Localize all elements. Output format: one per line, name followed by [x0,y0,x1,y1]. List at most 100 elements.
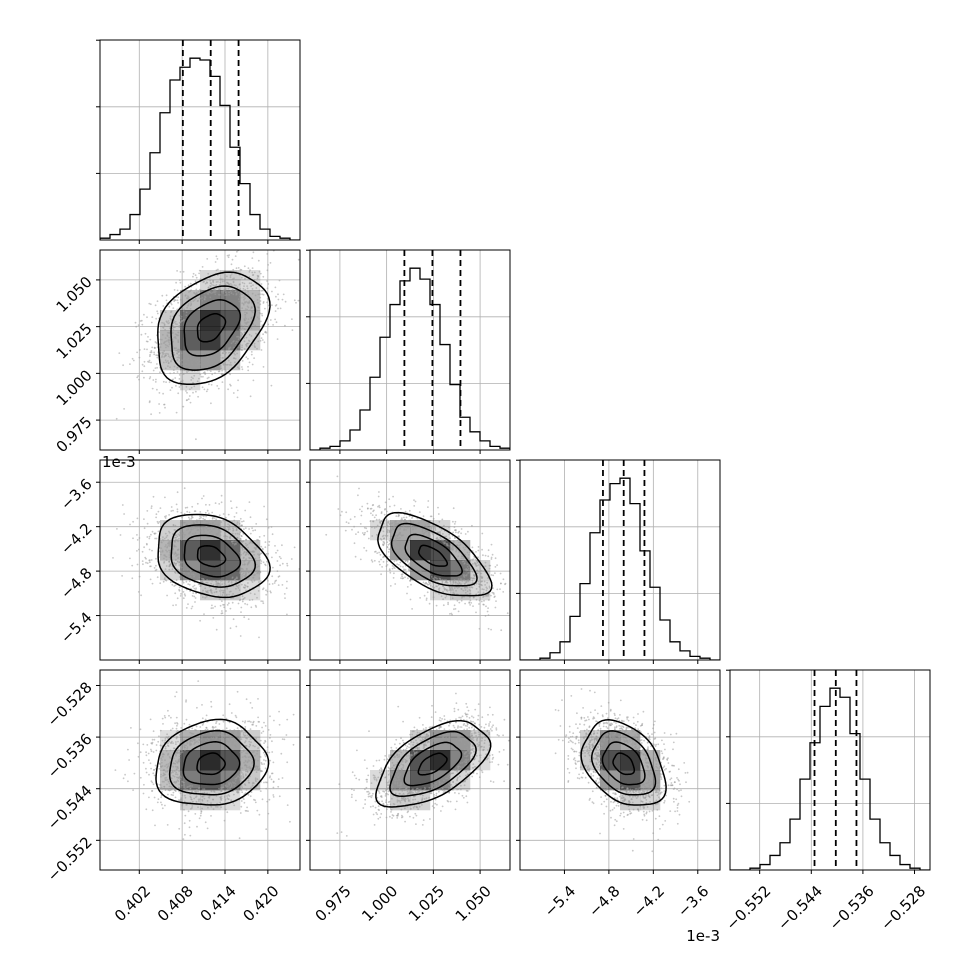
sample-point [491,726,493,728]
sample-point [166,594,169,597]
sample-point [236,541,238,543]
sample-point [378,551,380,554]
sample-point [412,744,414,746]
sample-point [195,291,198,294]
sample-point [367,537,370,540]
sample-point [475,582,478,585]
sample-point [235,739,237,742]
sample-point [486,610,489,613]
sample-point [141,560,144,562]
sample-point [161,739,164,742]
sample-point [401,553,404,556]
sample-point [425,727,427,729]
sample-point [247,756,250,759]
sample-point [386,523,388,525]
sample-point [402,524,405,526]
sample-point [378,759,381,762]
sample-point [364,798,367,801]
sample-point [255,563,258,566]
sample-point [143,365,146,368]
sample-point [470,586,473,588]
sample-point [167,362,170,365]
sample-point [245,764,248,767]
sample-point [230,342,233,345]
sample-point [461,555,464,558]
sample-point [178,827,181,830]
sample-point [167,331,170,334]
sample-point [258,813,261,816]
sample-point [256,274,259,277]
sample-point [225,293,228,295]
sample-point [233,519,236,522]
sample-point [237,338,240,341]
sample-point [164,577,166,579]
sample-point [444,542,446,545]
sample-point [187,583,190,585]
sample-point [183,783,186,786]
sample-point [163,342,165,344]
sample-point [387,793,389,796]
sample-point [249,516,252,519]
sample-point [229,738,232,741]
sample-point [455,583,457,585]
sample-point [440,529,443,531]
sample-point [186,803,189,806]
sample-point [464,589,467,591]
sample-point [380,558,382,561]
sample-point [413,795,415,798]
sample-point [222,603,225,606]
sample-point [468,601,471,604]
sample-point [454,608,457,610]
sample-point [225,579,227,582]
sample-point [443,588,446,591]
sample-point [460,528,463,530]
sample-point [387,773,390,776]
sample-point [460,583,463,586]
sample-point [177,356,180,358]
sample-point [209,284,212,287]
sample-point [212,246,214,248]
sample-point [235,734,238,737]
sample-point [344,529,347,532]
sample-point [403,558,406,560]
sample-point [251,311,254,314]
sample-point [471,579,474,582]
sample-point [397,705,400,708]
sample-point [261,312,263,315]
sample-point [407,797,409,800]
sample-point [138,537,141,539]
sample-point [239,296,242,299]
sample-point [243,551,246,553]
sample-point [386,560,388,563]
sample-point [378,518,381,521]
sample-point [164,354,167,357]
sample-point [417,808,419,811]
sample-point [303,745,305,747]
sample-point [262,588,264,591]
sample-point [161,717,164,720]
sample-point [190,526,193,529]
sample-point [382,555,385,558]
sample-point [155,537,158,540]
sample-point [228,293,231,296]
sample-point [244,585,247,587]
sample-point [405,520,408,522]
sample-point [422,581,425,584]
sample-point [168,327,171,330]
sample-point [436,537,438,540]
sample-point [162,536,164,538]
sample-point [447,738,449,741]
sample-point [166,783,168,786]
sample-point [238,599,241,602]
sample-point [188,785,191,788]
sample-point [412,520,415,523]
sample-point [176,371,179,373]
sample-point [197,787,200,789]
sample-point [145,767,147,770]
sample-point [271,740,273,743]
sample-point [253,546,256,549]
sample-point [361,532,364,534]
sample-point [207,291,210,294]
sample-point [249,738,252,740]
sample-point [237,787,239,790]
